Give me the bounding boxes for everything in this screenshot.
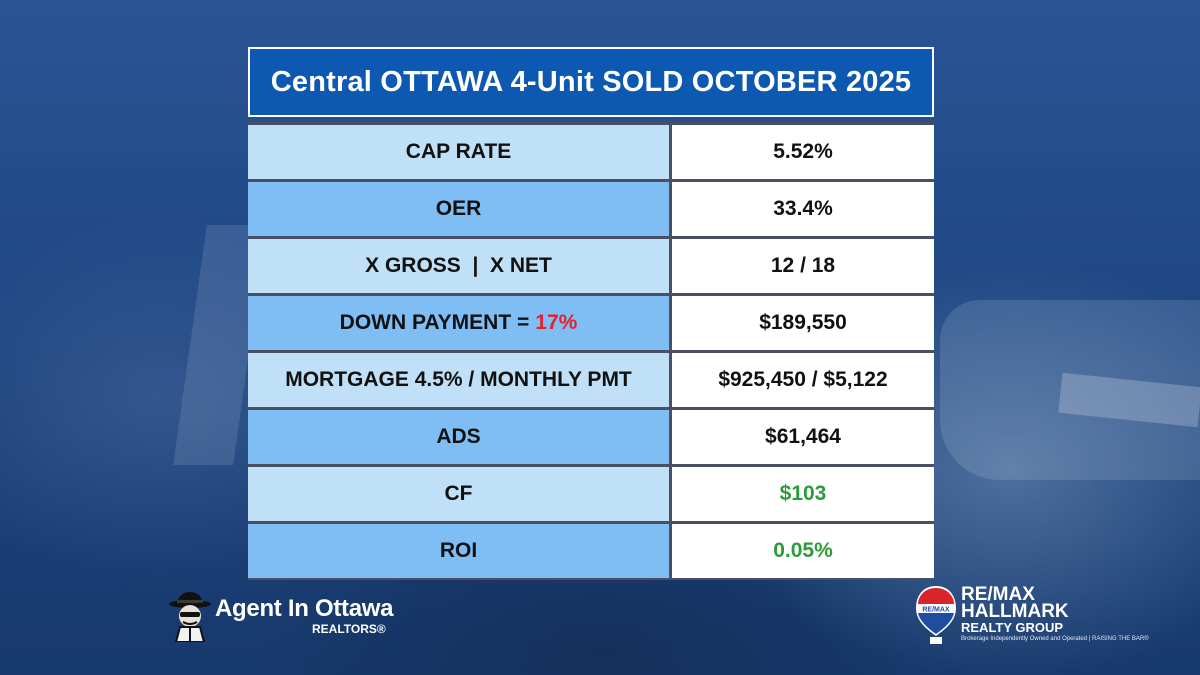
remax-balloon-icon: RE/MAX <box>916 586 956 644</box>
table-row-cap-rate: CAP RATE 5.52% <box>248 125 934 179</box>
metrics-table: CAP RATE 5.52% OER 33.4% X GROSS | X NET… <box>248 122 934 580</box>
table-row-down-payment: DOWN PAYMENT = 17% $189,550 <box>248 296 934 350</box>
table-row-ads: ADS $61,464 <box>248 410 934 464</box>
row-value: $189,550 <box>672 296 934 350</box>
row-value: 33.4% <box>672 182 934 236</box>
row-value: $925,450 / $5,122 <box>672 353 934 407</box>
row-label: CAP RATE <box>248 125 669 179</box>
row-label: MORTGAGE 4.5% / MONTHLY PMT <box>248 353 669 407</box>
row-label: ROI <box>248 524 669 578</box>
svg-text:RE/MAX: RE/MAX <box>922 607 950 614</box>
row-value: 5.52% <box>672 125 934 179</box>
row-label: X GROSS | X NET <box>248 239 669 293</box>
row-label: CF <box>248 467 669 521</box>
table-row-roi: ROI 0.05% <box>248 524 934 578</box>
down-payment-percent: 17% <box>535 311 578 334</box>
row-label: DOWN PAYMENT = <box>339 311 530 334</box>
remax-brand: RE/MAX <box>961 584 1035 605</box>
table-row-mortgage: MORTGAGE 4.5% / MONTHLY PMT $925,450 / $… <box>248 353 934 407</box>
background-hand <box>940 300 1200 480</box>
row-label: ADS <box>248 410 669 464</box>
agent-in-ottawa-sub: REALTORS® <box>312 622 386 636</box>
remax-hallmark: HALLMARK <box>961 601 1069 622</box>
remax-tagline: Brokerage Independently Owned and Operat… <box>961 636 1149 642</box>
row-value: $103 <box>672 467 934 521</box>
row-value: 12 / 18 <box>672 239 934 293</box>
page-title: Central OTTAWA 4-Unit SOLD OCTOBER 2025 <box>248 47 934 117</box>
table-row-gross-net: X GROSS | X NET 12 / 18 <box>248 239 934 293</box>
agent-in-ottawa-name: Agent In Ottawa <box>215 595 394 622</box>
row-value: 0.05% <box>672 524 934 578</box>
detective-mascot-icon <box>169 592 211 642</box>
table-row-cf: CF $103 <box>248 467 934 521</box>
table-row-oer: OER 33.4% <box>248 182 934 236</box>
agent-in-ottawa-logo: Agent In Ottawa REALTORS® <box>168 588 418 644</box>
row-label-group: DOWN PAYMENT = 17% <box>248 296 669 350</box>
row-value: $61,464 <box>672 410 934 464</box>
row-label: OER <box>248 182 669 236</box>
remax-hallmark-logo: RE/MAX RE/MAX HALLMARK REALTY GROUP Brok… <box>914 584 1149 654</box>
remax-realty-group: REALTY GROUP <box>961 620 1064 635</box>
